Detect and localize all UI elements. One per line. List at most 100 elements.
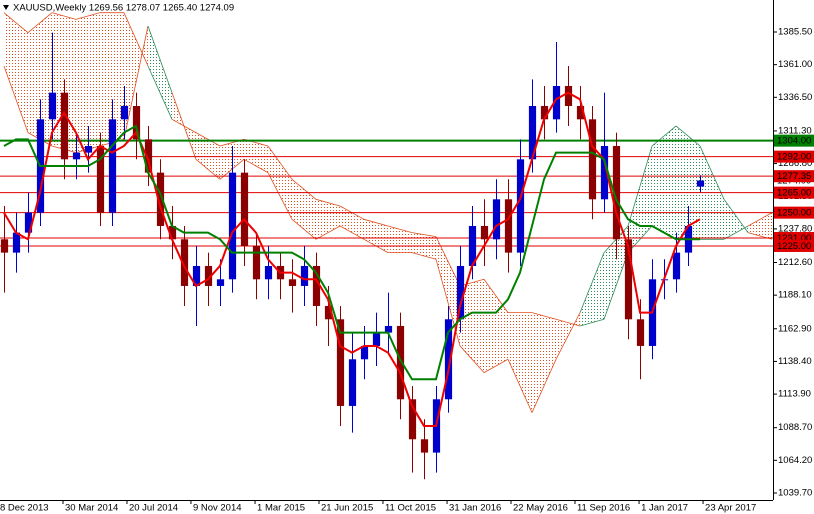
candle-body: [696, 180, 705, 187]
level-label: 1304.00: [777, 136, 811, 147]
candle-body: [336, 319, 345, 406]
cloud-segment: [724, 199, 749, 240]
x-tick-label: 21 Jun 2015: [321, 503, 373, 514]
candle-body: [372, 332, 381, 346]
cloud-segment: [363, 219, 389, 253]
cloud-edge: [171, 118, 197, 133]
x-tick-label: 11 Sep 2016: [577, 503, 630, 514]
cloud-edge: [531, 312, 557, 320]
level-box: [774, 239, 814, 252]
candle-body: [72, 152, 81, 160]
cloud-segment: [676, 125, 701, 240]
cloud-edge: [723, 225, 749, 240]
level-box: [774, 170, 814, 183]
candle-body: [636, 319, 645, 346]
candle-body: [624, 239, 633, 320]
candle-body: [504, 199, 513, 253]
cloud-segment: [99, 12, 124, 146]
cloud-edge: [291, 179, 317, 200]
cloud-edge: [3, 12, 29, 33]
x-tick-label: 20 Jul 2014: [129, 503, 178, 514]
candle-body: [228, 172, 237, 280]
y-tick-label: 1311.30: [778, 125, 812, 136]
candle-body: [240, 172, 249, 246]
x-tick-label: 8 Dec 2013: [0, 503, 49, 514]
candle-body: [204, 265, 213, 286]
cloud-edge: [555, 312, 581, 360]
candle-body: [576, 105, 585, 120]
x-tick-label: 1 Mar 2015: [257, 503, 305, 514]
cloud-segment: [51, 12, 76, 153]
level-box: [774, 150, 814, 163]
indicator-line: [3, 91, 701, 427]
candle-body: [252, 245, 261, 280]
cloud-segment: [436, 236, 461, 346]
cloud-edge: [411, 252, 437, 260]
x-tick-label: 23 Apr 2017: [705, 503, 756, 514]
candle-body: [528, 105, 537, 160]
candle-body: [420, 439, 429, 453]
candle-body: [288, 279, 297, 286]
cloud-edge: [195, 132, 221, 147]
y-tick-label: 1188.10: [778, 290, 812, 301]
x-tick-label: 1 Jan 2017: [641, 503, 688, 514]
candle-body: [0, 239, 9, 253]
level-box: [774, 186, 814, 199]
candle-body: [360, 345, 369, 360]
x-tick-label: 11 Oct 2015: [385, 503, 436, 514]
axes: 1385.501361.001336.501311.301286.801262.…: [0, 27, 814, 514]
candle-body: [216, 279, 225, 286]
candle-body: [516, 159, 525, 253]
candle-body: [24, 212, 33, 233]
candle-body: [612, 145, 621, 240]
cloud-edge: [387, 225, 413, 234]
candle-body: [588, 119, 597, 200]
cloud-edge: [51, 12, 77, 20]
candle-body: [348, 359, 357, 406]
cloud-segment: [195, 132, 220, 180]
candle-body: [456, 265, 465, 320]
cloud-edge: [123, 12, 149, 67]
y-tick-label: 1212.60: [778, 257, 812, 268]
cloud-edge: [315, 225, 341, 240]
candle-body: [156, 172, 165, 226]
y-tick-label: 1088.70: [778, 422, 812, 433]
candle-body: [132, 105, 141, 140]
cloud-edge: [339, 225, 365, 240]
candle-body: [300, 265, 309, 286]
candle-body: [12, 232, 21, 253]
candle-body: [120, 105, 129, 120]
cloud-edge: [267, 145, 293, 180]
candle-body: [324, 305, 333, 320]
candle-body: [384, 325, 393, 333]
level-label: 1265.00: [777, 188, 811, 199]
y-tick-label: 1039.70: [778, 488, 812, 499]
cloud-segment: [3, 12, 28, 133]
cloud-segment: [484, 279, 509, 373]
cloud-edge: [75, 12, 101, 20]
cloud-segment: [147, 25, 172, 120]
y-tick-label: 1138.40: [778, 356, 812, 367]
candle-body: [264, 265, 273, 280]
level-box: [774, 134, 814, 147]
candle-body: [468, 225, 477, 266]
level-label: 1250.00: [777, 208, 811, 219]
candle-body: [480, 225, 489, 240]
y-tick-label: 1336.50: [778, 92, 812, 103]
cloud-segment: [580, 252, 605, 326]
cloud-edge: [507, 359, 533, 413]
cloud-edge: [435, 236, 461, 287]
candle-body: [312, 265, 321, 306]
y-tick-label: 1385.50: [778, 27, 812, 38]
cloud-segment: [748, 212, 773, 240]
cloud-edge: [483, 358, 509, 373]
x-tick-label: 31 Jan 2016: [449, 503, 501, 514]
cloud-edge: [291, 218, 317, 240]
candle-body: [108, 119, 117, 213]
cloud-segment: [604, 225, 629, 320]
candle-body: [396, 325, 405, 400]
cloud-segment: [123, 12, 148, 140]
cloud-edge: [747, 212, 773, 227]
level-label: 1225.00: [777, 241, 811, 252]
x-tick-label: 30 Mar 2014: [65, 503, 118, 514]
